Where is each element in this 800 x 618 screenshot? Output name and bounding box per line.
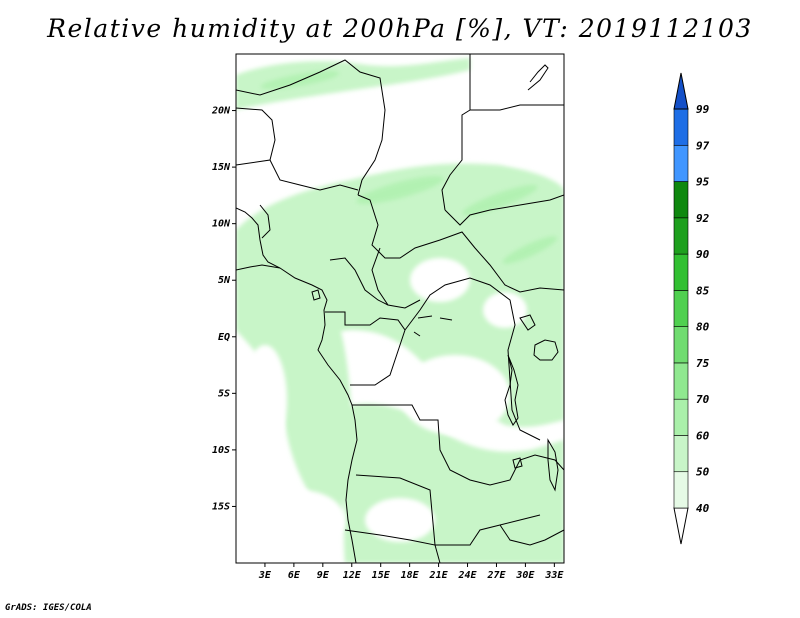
country-border bbox=[355, 474, 541, 546]
moist-streak bbox=[502, 236, 558, 264]
colorbar-bin bbox=[673, 435, 689, 473]
colorbar-label: 85 bbox=[696, 284, 710, 297]
colorbar-bin bbox=[673, 398, 689, 436]
colorbar-label: 40 bbox=[696, 502, 710, 515]
colorbar: 40 50 60 70 75 80 85 90 92 95 97 99 bbox=[673, 72, 710, 545]
colorbar-label: 75 bbox=[696, 357, 710, 370]
colorbar-bin bbox=[673, 471, 689, 509]
colorbar-label: 95 bbox=[696, 176, 710, 189]
dry-pocket bbox=[400, 355, 510, 435]
colorbar-label: 99 bbox=[696, 103, 710, 116]
dry-pocket bbox=[410, 258, 470, 302]
humidity-fill-layer bbox=[236, 58, 564, 563]
dry-pocket bbox=[365, 498, 435, 542]
country-border bbox=[470, 104, 564, 111]
country-border bbox=[404, 277, 541, 441]
colorbar-label: 60 bbox=[696, 429, 710, 442]
country-border bbox=[344, 529, 441, 563]
dry-pocket bbox=[240, 110, 360, 170]
lake-outline bbox=[547, 438, 559, 492]
country-border bbox=[236, 107, 276, 166]
colorbar-label: 90 bbox=[696, 248, 710, 261]
lon-tick-label: 9E bbox=[317, 570, 330, 581]
lake-outline bbox=[311, 289, 321, 301]
lon-tick-label: 21E bbox=[429, 570, 449, 581]
lake-outline bbox=[519, 314, 536, 331]
lon-tick-label: 3E bbox=[258, 570, 272, 581]
lat-tick-label: EQ bbox=[218, 332, 230, 343]
longitude-axis: 3E 6E 9E 12E 15E 18E 21E 24E 27E 30E 33E bbox=[258, 563, 564, 581]
map-frame bbox=[235, 53, 565, 564]
colorbar-bin bbox=[673, 217, 689, 255]
lon-tick-label: 24E bbox=[457, 570, 477, 581]
lat-tick-label: 15S bbox=[212, 501, 230, 512]
lake-outline bbox=[504, 354, 519, 426]
lon-tick-label: 18E bbox=[401, 570, 420, 581]
colorbar-bin-below bbox=[673, 507, 689, 545]
dry-pocket bbox=[475, 75, 564, 165]
borders-layer bbox=[236, 54, 564, 563]
coastline bbox=[236, 264, 281, 271]
lat-tick-label: 10S bbox=[212, 445, 230, 456]
country-border bbox=[329, 257, 389, 306]
colorbar-label: 50 bbox=[696, 466, 710, 479]
colorbar-bin bbox=[673, 144, 689, 182]
lat-tick-label: 15N bbox=[212, 162, 231, 173]
country-border bbox=[269, 159, 359, 191]
dry-pocket bbox=[243, 345, 287, 455]
country-border bbox=[325, 311, 406, 386]
humidity-area-north bbox=[236, 58, 470, 110]
colorbar-bin bbox=[673, 290, 689, 327]
moist-streak bbox=[260, 70, 340, 90]
colorbar-bin bbox=[673, 326, 689, 364]
colorbar-bin bbox=[673, 362, 689, 400]
colorbar-label: 92 bbox=[696, 212, 710, 225]
dry-pocket bbox=[255, 490, 345, 550]
lon-tick-label: 30E bbox=[515, 570, 535, 581]
lat-tick-label: 5S bbox=[218, 388, 230, 399]
country-border bbox=[499, 524, 564, 546]
lat-tick-label: 5N bbox=[218, 275, 231, 286]
country-border bbox=[371, 247, 421, 309]
country-border bbox=[444, 194, 564, 226]
country-border bbox=[352, 404, 564, 486]
colorbar-bin bbox=[673, 181, 689, 219]
latitude-axis: 20N 15N 10N 5N EQ 5S 10S 15S bbox=[211, 106, 236, 512]
colorbar-label: 70 bbox=[696, 393, 710, 406]
coastline bbox=[527, 64, 549, 91]
coastline bbox=[236, 207, 358, 563]
lake-outline bbox=[533, 339, 559, 361]
colorbar-bin bbox=[673, 253, 689, 291]
lat-tick-label: 20N bbox=[211, 106, 231, 117]
colorbar-bin bbox=[673, 108, 689, 146]
colorbar-bin-above bbox=[673, 72, 689, 110]
lon-tick-label: 33E bbox=[544, 570, 564, 581]
river-outline bbox=[413, 315, 453, 337]
dry-pocket bbox=[483, 292, 527, 328]
moist-streak bbox=[462, 184, 538, 216]
colorbar-label: 97 bbox=[696, 139, 710, 152]
lon-tick-label: 6E bbox=[288, 570, 301, 581]
moist-streak bbox=[356, 176, 444, 204]
country-border bbox=[236, 59, 386, 196]
country-border bbox=[357, 194, 564, 293]
colorbar-label: 80 bbox=[696, 321, 710, 334]
country-border bbox=[259, 204, 271, 239]
lake-outline bbox=[512, 457, 523, 469]
map-title: Relative humidity at 200hPa [%], VT: 201… bbox=[47, 14, 753, 43]
lon-tick-label: 27E bbox=[486, 570, 506, 581]
credit-label: GrADS: IGES/COLA bbox=[5, 603, 92, 613]
lon-tick-label: 15E bbox=[372, 570, 391, 581]
lat-tick-label: 10N bbox=[212, 219, 231, 230]
lon-tick-label: 12E bbox=[343, 570, 362, 581]
